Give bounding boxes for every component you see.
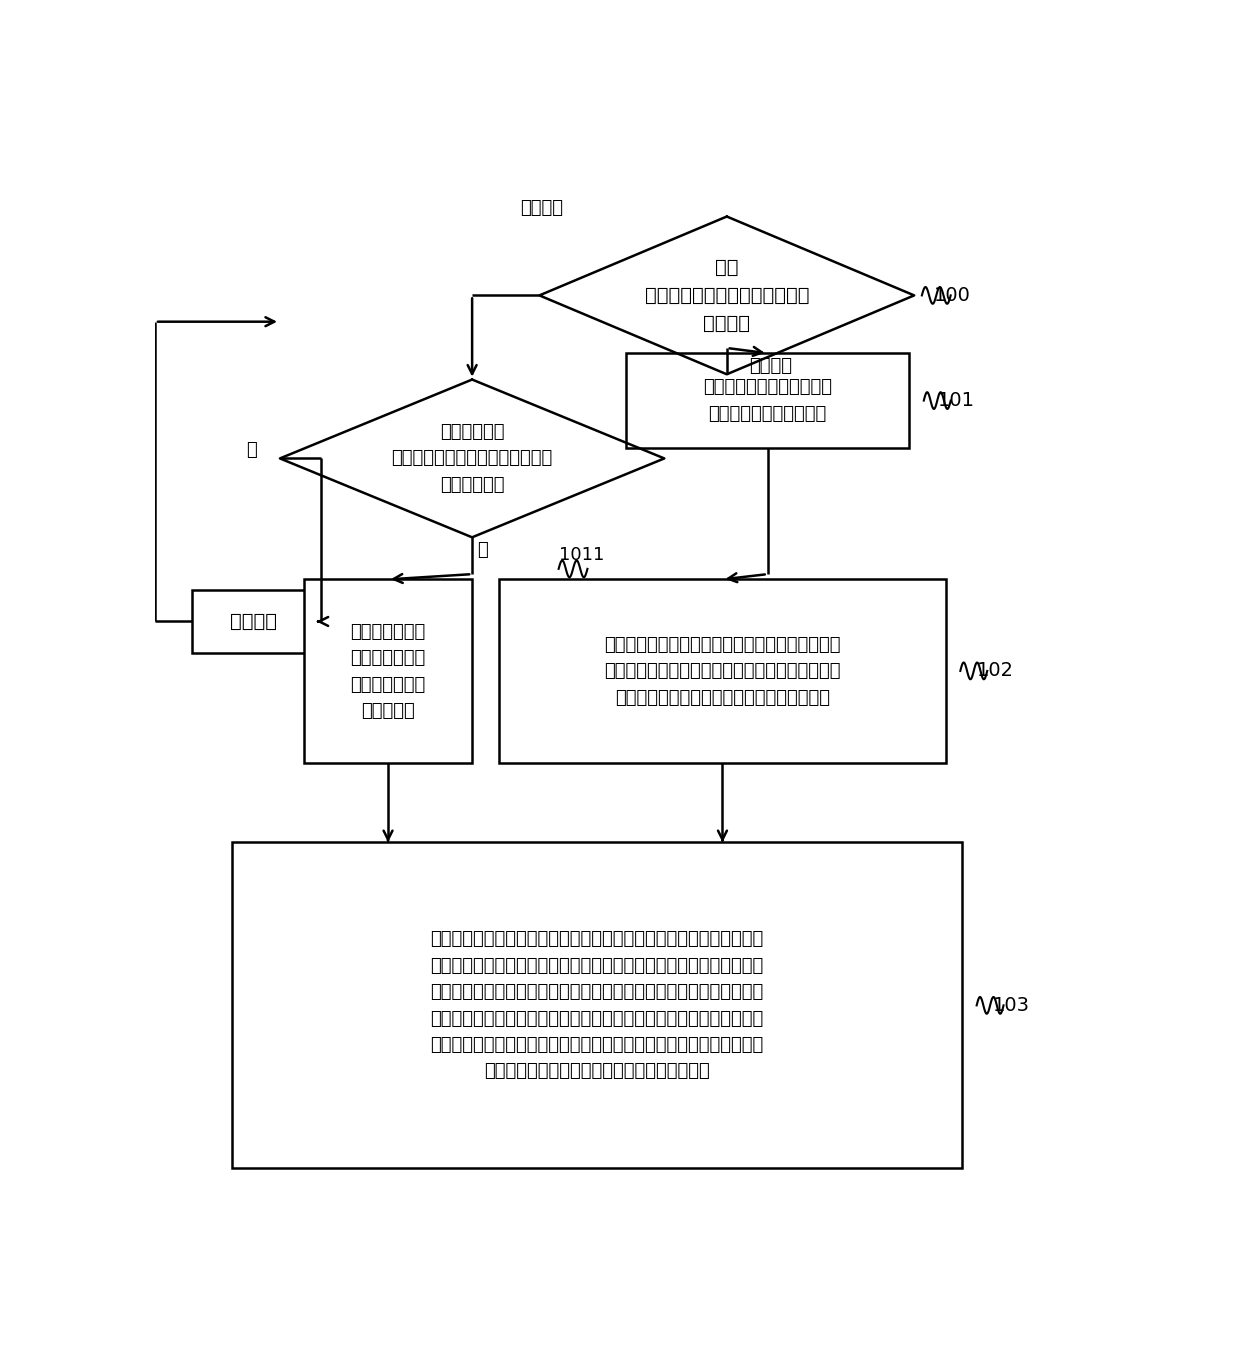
Bar (232, 843, 962, 1168)
Bar (626, 354, 909, 448)
Text: 是: 是 (477, 541, 487, 559)
Text: 待机状态: 待机状态 (521, 199, 563, 217)
Text: 检测待冲洗的反渗透净水机的制水时间，查询与检
测到的制水时间对应的冲洗时间，将待冲洗的反渗
透净水机的冲洗时间调整为查询到的冲洗时间: 检测待冲洗的反渗透净水机的制水时间，查询与检 测到的制水时间对应的冲洗时间，将待… (604, 637, 841, 706)
Text: 否: 否 (247, 441, 257, 459)
Text: 判断
反渗透净水机处于工作状态还是
待机状态: 判断 反渗透净水机处于工作状态还是 待机状态 (645, 258, 808, 333)
Text: 按照调整后的冲洗时间对待冲洗的反渗透净水机进行冲洗，冲洗前判断
待冲洗的反渗透净水机的当前运行状态为制水状态还是停止制水状态；
若为制水状态，则打开冲洗电磁阀进: 按照调整后的冲洗时间对待冲洗的反渗透净水机进行冲洗，冲洗前判断 待冲洗的反渗透净… (430, 930, 764, 1081)
Bar (304, 579, 472, 764)
Bar (191, 590, 316, 653)
Text: 将所述待冲洗的
反渗透净水机的
冲洗时间设置为
第三时间段: 将所述待冲洗的 反渗透净水机的 冲洗时间设置为 第三时间段 (351, 623, 425, 720)
Bar (498, 579, 946, 764)
Text: 102: 102 (977, 661, 1013, 680)
Text: 100: 100 (934, 285, 970, 305)
Text: 设置反渗透净水机的制水时
间与冲洗时间的对应关系: 设置反渗透净水机的制水时 间与冲洗时间的对应关系 (703, 378, 832, 423)
Text: 1011: 1011 (558, 546, 604, 564)
Text: 工作状态: 工作状态 (749, 357, 792, 374)
Text: 继续待机: 继续待机 (231, 612, 278, 631)
Text: 103: 103 (993, 996, 1030, 1015)
Text: 101: 101 (939, 391, 975, 410)
Text: 检测待冲洗的
反渗透净水机的待机时间是否超过
预设时间阈值: 检测待冲洗的 反渗透净水机的待机时间是否超过 预设时间阈值 (392, 423, 553, 494)
